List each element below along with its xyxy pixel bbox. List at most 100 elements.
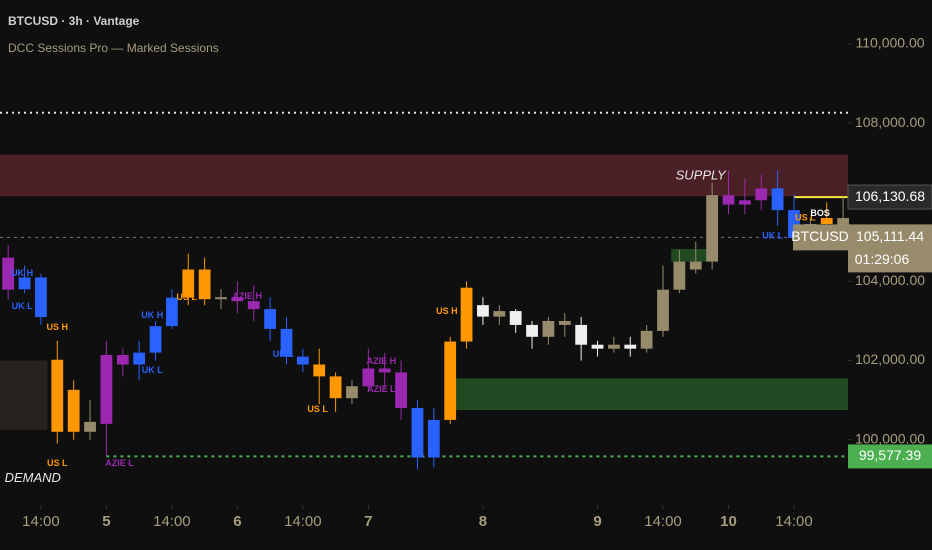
price-label-box	[848, 224, 932, 273]
chart-subtitle: DCC Sessions Pro — Marked Sessions	[8, 41, 219, 55]
candle-body	[738, 200, 751, 205]
candle-body	[362, 368, 375, 387]
candle-body	[575, 324, 588, 345]
candle-body	[640, 330, 653, 349]
zone	[445, 378, 848, 411]
candle-body	[264, 309, 277, 329]
price-label-box	[848, 444, 932, 469]
x-tick-label: 14:00	[284, 513, 322, 530]
y-tick-label: 110,000.00	[855, 35, 924, 51]
candle-body	[247, 301, 260, 310]
candle-body	[477, 305, 489, 317]
candle-body	[411, 408, 424, 458]
candle-body	[378, 368, 391, 373]
candle-body	[67, 389, 80, 432]
zone	[0, 360, 48, 430]
candle-body	[820, 218, 833, 225]
y-tick-label: 100,000.00	[855, 430, 925, 446]
x-tick-label: 14:00	[153, 513, 191, 530]
annotation: AZIE H	[232, 291, 262, 301]
candle-body	[444, 341, 457, 420]
annotation: AZIE L	[367, 384, 396, 394]
zone	[0, 154, 848, 197]
candle-body	[558, 320, 571, 325]
candle-body	[542, 320, 555, 337]
annotation: UK L	[273, 349, 294, 359]
x-tick-label: 10	[720, 513, 737, 530]
candle-body	[198, 269, 211, 300]
candle-body	[608, 344, 620, 349]
candle-body	[231, 297, 244, 302]
candle-body	[771, 188, 784, 211]
price-label-box	[847, 184, 932, 210]
x-tick-label: 7	[364, 513, 372, 530]
price-label: 99,577.39	[859, 447, 921, 463]
annotation: SUPPLY	[676, 168, 727, 183]
candle-body	[689, 261, 702, 270]
price-label-box	[793, 224, 848, 251]
candle-body	[296, 356, 309, 365]
zone	[671, 248, 709, 262]
x-tick-label: 14:00	[644, 513, 682, 530]
annotation: BOS	[810, 208, 830, 218]
countdown-label: 01:29:06	[855, 251, 910, 267]
y-tick-label: 104,000.00	[855, 272, 925, 288]
candle-body	[722, 195, 735, 205]
candle-body	[165, 297, 178, 327]
candle-body	[182, 269, 195, 298]
annotation: US H	[47, 322, 69, 332]
price-label: 105,111.44	[856, 228, 924, 244]
annotation: UK L	[142, 365, 163, 375]
x-tick-label: 14:00	[775, 513, 813, 530]
candle-body	[673, 261, 686, 290]
candle-body	[18, 277, 31, 290]
annotation: US L	[307, 404, 328, 414]
annotation: US L	[176, 292, 197, 302]
x-tick-label: 5	[102, 513, 110, 530]
candle-body	[591, 344, 604, 349]
x-tick-label: 6	[233, 513, 241, 530]
x-tick-label: 14:00	[22, 513, 60, 530]
candle-body	[788, 210, 800, 238]
candle-body	[116, 355, 129, 365]
candle-body	[427, 419, 440, 458]
x-tick-label: 8	[479, 513, 487, 530]
candle-body	[313, 364, 326, 377]
annotation: US L	[47, 458, 68, 468]
plot-area: SUPPLY DEMAND UK H UK L US H US L AZIE L UK H UK…	[0, 111, 849, 485]
candle-body	[526, 324, 538, 337]
candle-body	[509, 311, 522, 325]
candle-body	[133, 352, 146, 365]
annotation: US L	[795, 212, 816, 222]
x-tick-label: 9	[593, 513, 601, 530]
candle-body	[2, 257, 15, 290]
y-tick-label: 108,000.00	[855, 114, 925, 130]
candle-body	[460, 287, 473, 342]
annotation: UK L	[12, 301, 33, 311]
series-name-label: BTCUSD	[791, 228, 849, 244]
candle-body	[100, 355, 113, 424]
candle-body	[84, 421, 96, 432]
candle-body	[329, 376, 342, 399]
candle-body	[624, 344, 637, 349]
candle-body	[35, 277, 47, 318]
candle-body	[280, 328, 293, 357]
price-label: 106,130.68	[855, 188, 925, 204]
annotation: UK L	[762, 230, 783, 240]
annotation: UK H	[141, 310, 163, 320]
annotation: UK H	[11, 268, 33, 278]
annotation: DEMAND	[5, 470, 61, 485]
candle-body	[51, 359, 64, 432]
candle-body	[346, 386, 358, 399]
chart-title: BTCUSD · 3h · Vantage	[8, 14, 140, 28]
annotation: AZIE H	[367, 356, 397, 366]
y-tick-label: 102,000.00	[855, 351, 925, 367]
candle-body	[215, 297, 227, 300]
candle-body	[706, 195, 719, 262]
candle-body	[149, 326, 162, 353]
annotation: AZIE L	[105, 458, 134, 468]
candle-body	[657, 289, 669, 331]
candle-body	[493, 311, 506, 317]
